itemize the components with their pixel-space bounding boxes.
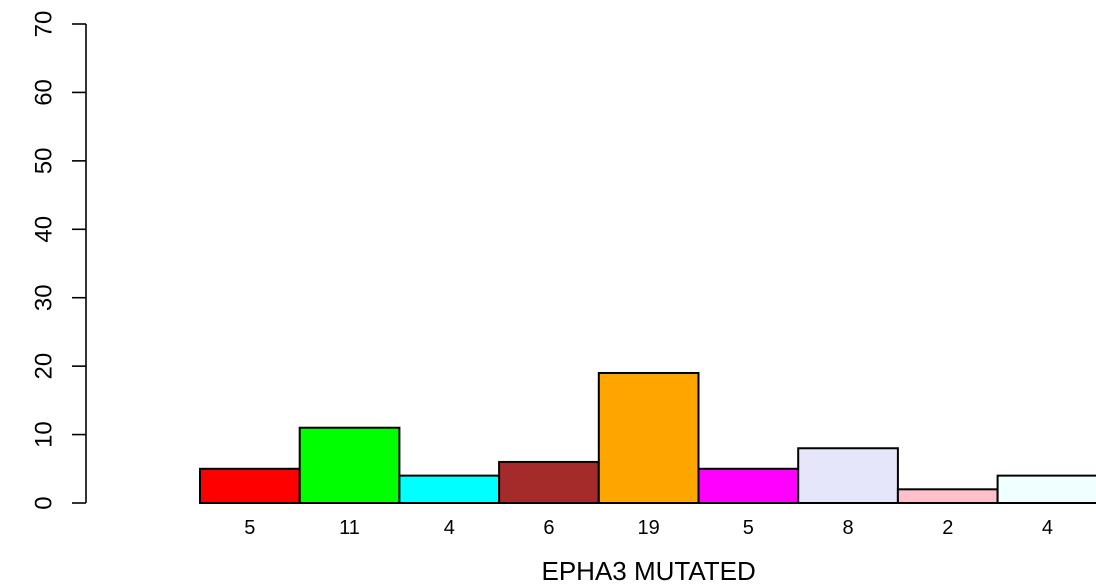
bar xyxy=(298,426,401,505)
bar xyxy=(697,467,800,504)
y-tick-label: 70 xyxy=(31,11,58,38)
x-category-label: 8 xyxy=(842,517,853,539)
bar xyxy=(996,474,1096,504)
y-tick-label: 0 xyxy=(31,496,58,509)
x-category-label: 4 xyxy=(1042,517,1053,539)
bar xyxy=(797,447,899,504)
x-category-label: 6 xyxy=(543,517,554,539)
y-tick-label: 20 xyxy=(31,353,58,380)
x-category-label: 11 xyxy=(339,517,360,539)
bar xyxy=(597,371,700,504)
y-tick-label: 30 xyxy=(31,284,58,311)
x-category-label: 19 xyxy=(638,517,660,539)
bar xyxy=(896,488,999,505)
y-tick-label: 40 xyxy=(31,216,58,243)
x-category-labels: 5 11 4 6 19 5 8 2 4 xyxy=(244,517,1053,539)
bar xyxy=(199,467,301,504)
y-tick-label: 50 xyxy=(31,148,58,175)
x-category-label: 5 xyxy=(244,517,255,539)
x-category-label: 2 xyxy=(942,517,953,539)
y-axis: 0 10 20 30 40 50 60 70 xyxy=(31,11,87,510)
x-category-label: 4 xyxy=(444,517,455,539)
bar xyxy=(498,460,600,505)
y-tick-label: 60 xyxy=(31,79,58,106)
bar-series xyxy=(199,371,1096,505)
x-category-label: 5 xyxy=(743,517,754,539)
y-tick-label: 10 xyxy=(31,421,58,448)
bar xyxy=(398,474,501,504)
x-axis-title: EPHA3 MUTATED xyxy=(542,556,756,586)
